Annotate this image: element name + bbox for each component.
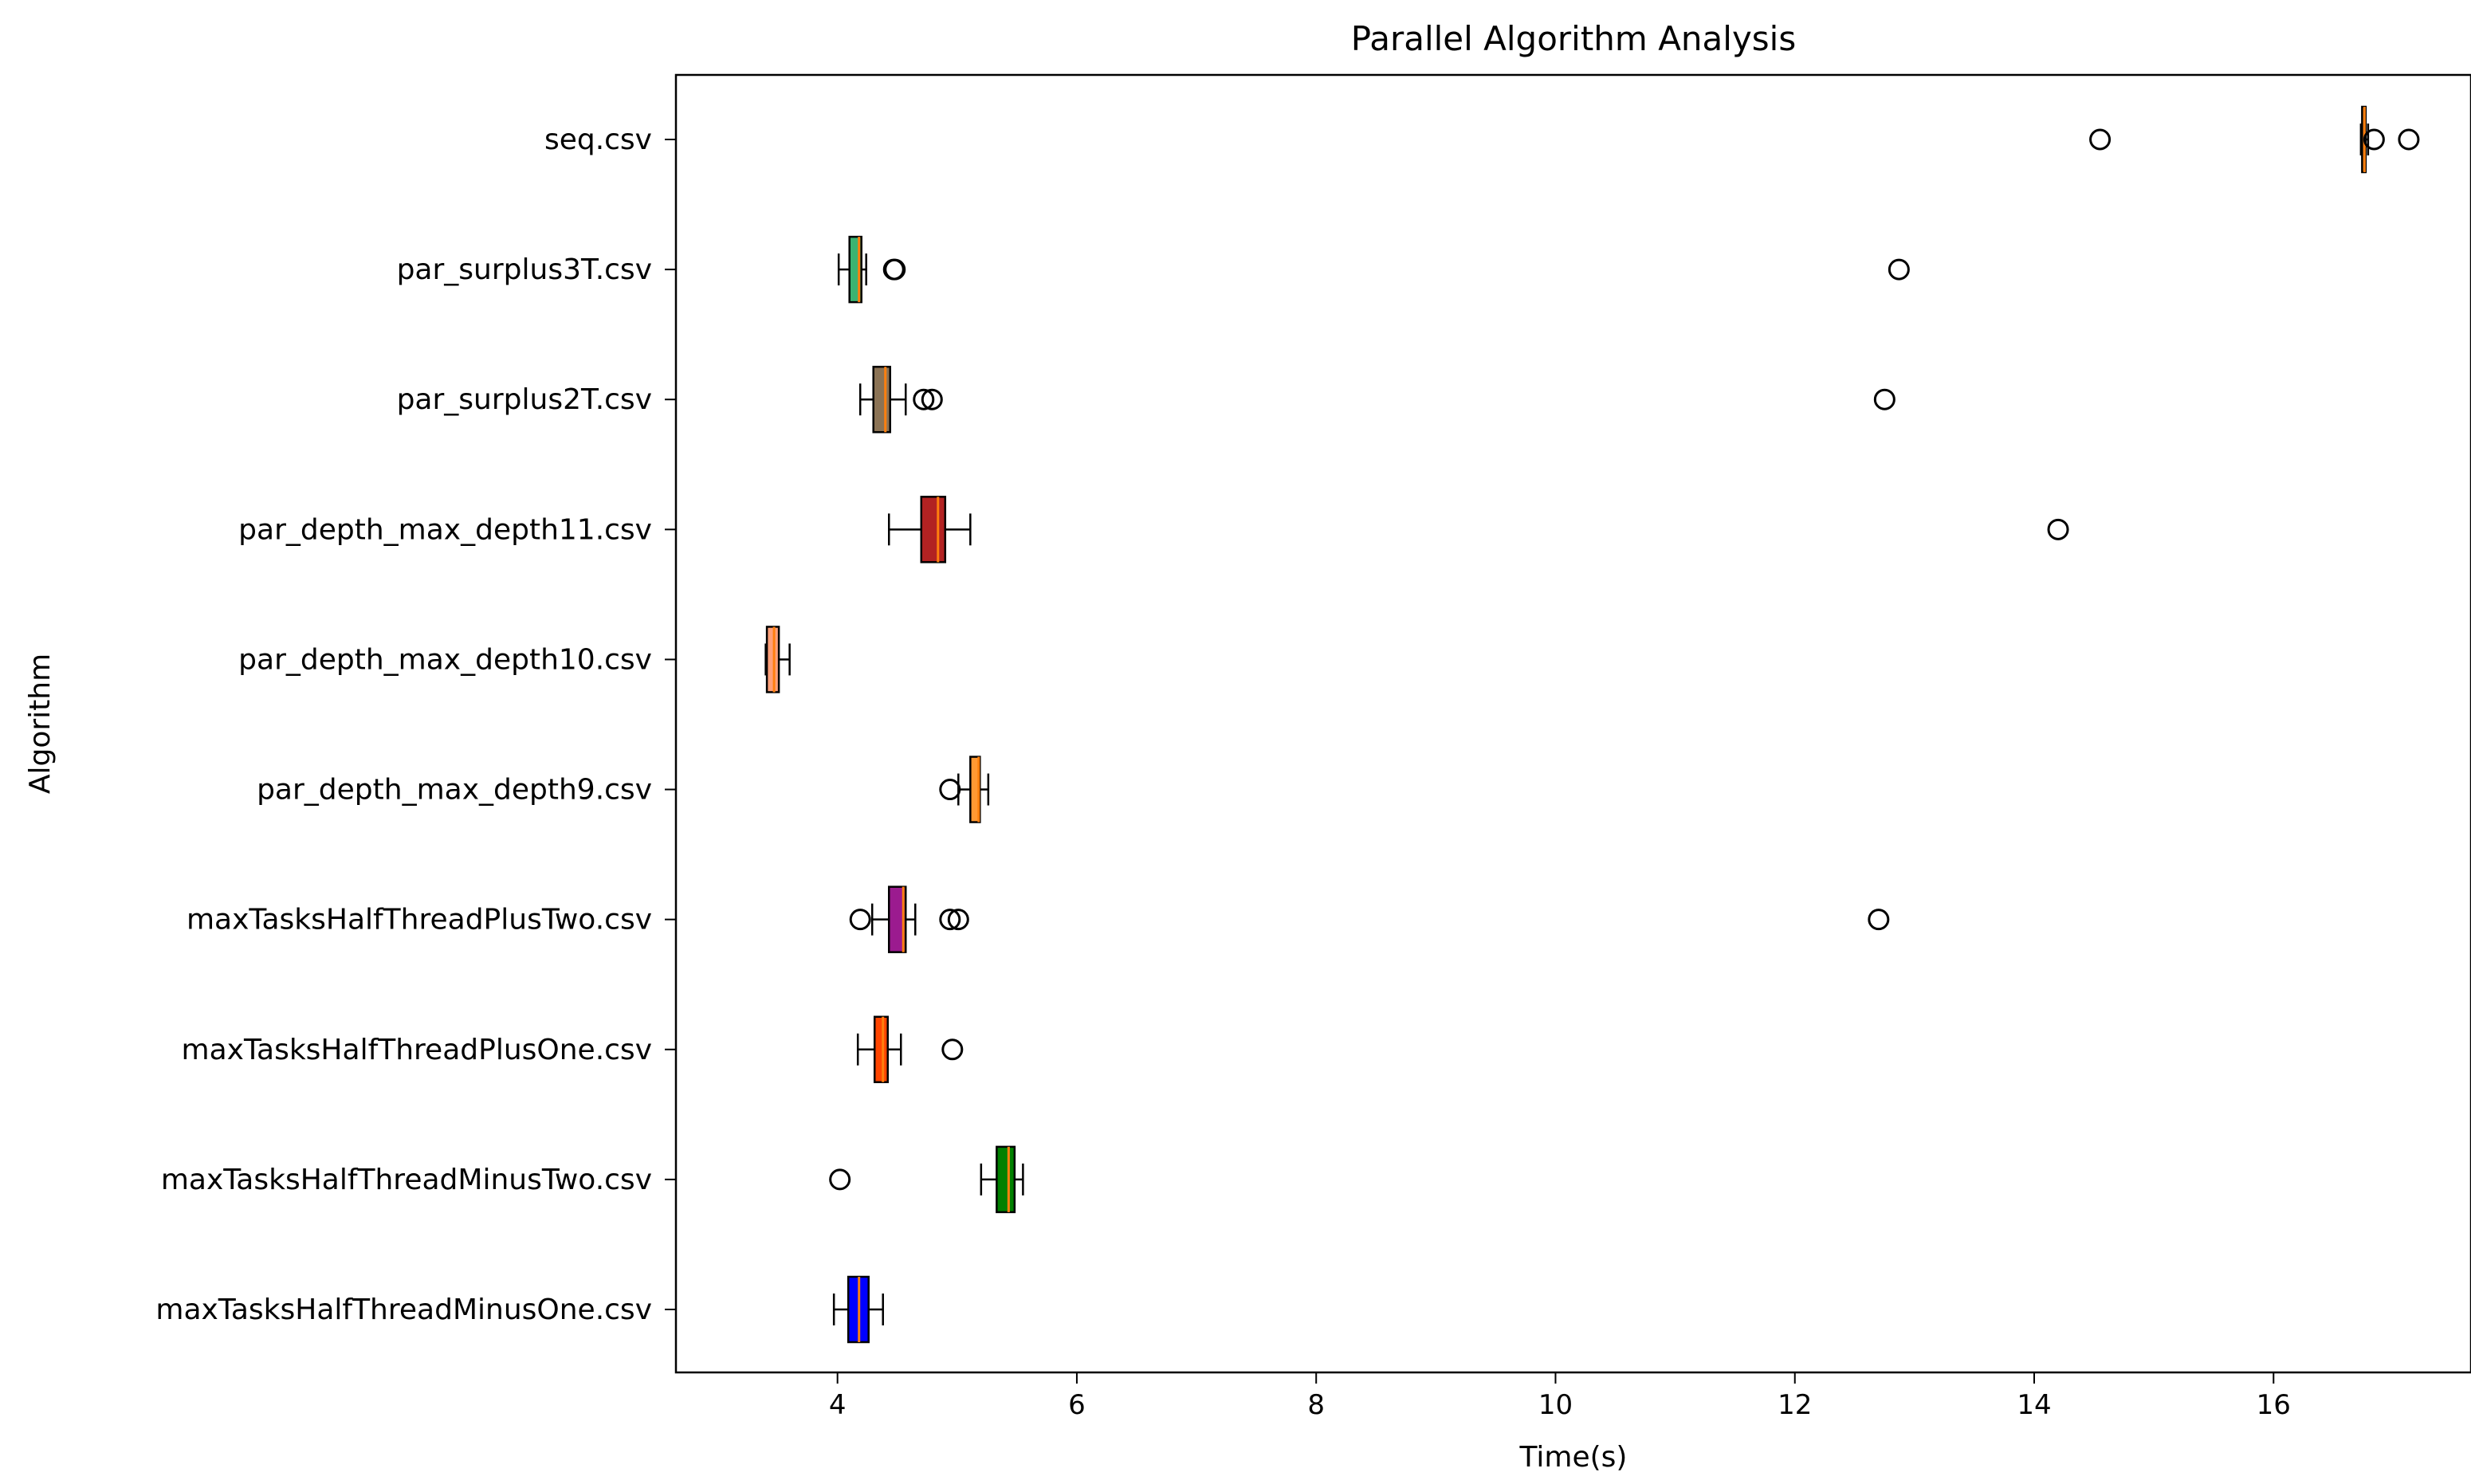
- x-tick-label: 4: [829, 1389, 847, 1421]
- outlier-point: [1888, 258, 1910, 281]
- x-tick-label: 16: [2257, 1389, 2291, 1421]
- box: [920, 496, 947, 563]
- box: [996, 1145, 1016, 1214]
- outlier-point: [939, 779, 961, 801]
- box: [887, 885, 907, 953]
- outlier-point: [1873, 388, 1895, 410]
- outlier-point: [947, 909, 969, 931]
- y-tick-label: maxTasksHalfThreadPlusOne.csv: [182, 1034, 652, 1066]
- outlier-point: [2047, 518, 2069, 540]
- y-tick-label: maxTasksHalfThreadPlusTwo.csv: [187, 904, 652, 936]
- y-tick-label: par_depth_max_depth11.csv: [238, 513, 652, 546]
- outlier-point: [849, 909, 871, 931]
- y-tick-label: maxTasksHalfThreadMinusOne.csv: [155, 1294, 652, 1326]
- chart-title: Parallel Algorithm Analysis: [1351, 19, 1796, 58]
- plot-area: 4 6 8 10 12 14 16 maxTasksHalfThreadMinusOne.cs…: [155, 105, 2420, 1421]
- box: [765, 626, 780, 693]
- outlier-point: [2089, 128, 2112, 151]
- x-tick-label: 10: [1538, 1389, 1573, 1421]
- outlier-point: [913, 388, 935, 410]
- outlier-point: [941, 1038, 964, 1061]
- outlier-point: [2363, 128, 2385, 151]
- outlier-point: [2398, 128, 2420, 151]
- x-axis-label: Time(s): [1519, 1441, 1628, 1474]
- y-tick-label: par_surplus3T.csv: [397, 253, 652, 286]
- y-tick-label: par_depth_max_depth9.csv: [257, 774, 652, 807]
- box: [873, 1015, 889, 1084]
- y-tick-label: par_depth_max_depth10.csv: [238, 643, 652, 676]
- box: [872, 365, 891, 434]
- outlier-point: [921, 388, 943, 410]
- outlier-point: [1868, 909, 1890, 931]
- plot-frame: [674, 73, 2471, 1374]
- x-tick-label: 8: [1307, 1389, 1325, 1421]
- x-tick-label: 14: [2017, 1389, 2051, 1421]
- box: [969, 756, 981, 823]
- y-tick-label: maxTasksHalfThreadMinusTwo.csv: [161, 1164, 652, 1196]
- x-tick-label: 12: [1778, 1389, 1812, 1421]
- y-tick-label: seq.csv: [544, 124, 652, 156]
- outlier-point: [884, 258, 906, 281]
- outlier-point: [939, 909, 961, 931]
- y-tick-label: par_surplus2T.csv: [397, 383, 652, 416]
- x-tick-label: 6: [1068, 1389, 1086, 1421]
- outlier-point: [829, 1168, 851, 1191]
- y-axis-label: Algorithm: [24, 654, 57, 794]
